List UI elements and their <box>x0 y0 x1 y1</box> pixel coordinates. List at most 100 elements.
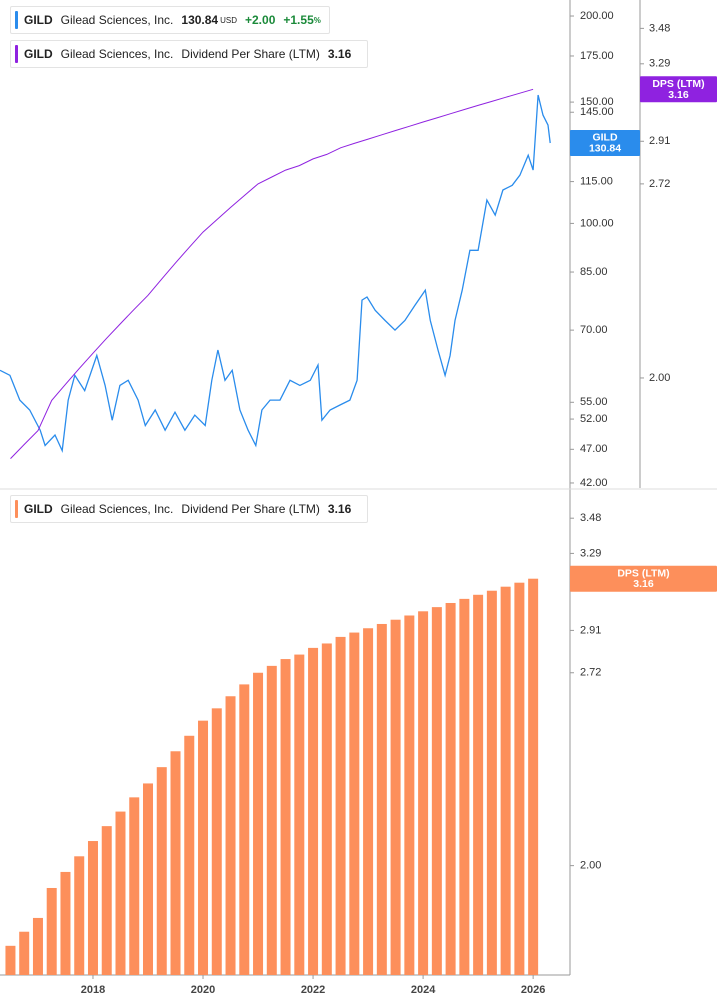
x-tick-label: 2024 <box>411 984 436 996</box>
bar <box>500 586 511 975</box>
legend-symbol: GILD <box>24 13 53 27</box>
bar <box>211 708 222 975</box>
x-tick-label: 2018 <box>81 984 105 996</box>
y-tick-label: 70.00 <box>580 324 608 336</box>
y-tick-label: 42.00 <box>580 477 608 489</box>
bar <box>87 841 98 975</box>
series-line <box>10 88 534 459</box>
series-line <box>0 94 551 453</box>
bar <box>280 659 291 975</box>
last-value: 130.84 <box>589 142 621 154</box>
legend-value: 3.16 <box>327 502 352 516</box>
bar <box>321 643 332 975</box>
legend-symbol: GILD <box>24 502 53 516</box>
y-tick-label: 2.00 <box>649 372 670 384</box>
y-tick-label: 3.48 <box>649 22 670 34</box>
x-tick-label: 2020 <box>191 984 215 996</box>
legend-company: Gilead Sciences, Inc. <box>60 502 174 516</box>
bar <box>32 917 43 975</box>
bar <box>445 602 456 975</box>
y-tick-label: 2.72 <box>649 178 670 190</box>
legend-marker <box>15 500 18 518</box>
bar <box>101 826 112 975</box>
legend-company: Gilead Sciences, Inc. <box>60 13 174 27</box>
bar <box>349 632 360 975</box>
last-value-name: DPS (LTM) <box>652 78 704 90</box>
bar <box>46 887 57 975</box>
legend-change: +2.00 <box>245 13 276 27</box>
bar <box>239 684 250 975</box>
y-tick-label: 2.00 <box>580 860 601 872</box>
y-tick-label: 52.00 <box>580 413 608 425</box>
legend-change-pct: +1.55 <box>283 13 314 27</box>
y-tick-label: 3.29 <box>649 58 670 70</box>
legend-series: Dividend Per Share (LTM) <box>181 47 320 61</box>
bar <box>473 594 484 975</box>
bar <box>390 619 401 975</box>
bar <box>156 767 167 975</box>
y-tick-label: 200.00 <box>580 10 614 22</box>
y-tick-label: 85.00 <box>580 266 608 278</box>
dps-panel <box>5 578 539 975</box>
bar <box>253 672 264 975</box>
x-tick-label: 2022 <box>301 984 325 996</box>
legend-marker <box>15 11 18 29</box>
last-value-name: DPS (LTM) <box>617 567 669 579</box>
legend: GILD Gilead Sciences, Inc. 130.84 USD +2… <box>10 6 330 34</box>
bar <box>363 628 374 975</box>
x-tick-label: 2026 <box>521 984 545 996</box>
y-tick-label: 2.91 <box>649 135 670 147</box>
bar <box>459 598 470 975</box>
bar <box>184 735 195 975</box>
legend: GILD Gilead Sciences, Inc. Dividend Per … <box>10 495 369 523</box>
y-tick-label: 145.00 <box>580 106 614 118</box>
bar <box>308 647 319 975</box>
bar <box>5 945 16 975</box>
bar <box>266 665 277 975</box>
y-tick-label: 115.00 <box>580 176 613 188</box>
price-panel <box>0 88 551 459</box>
last-value-name: GILD <box>592 132 617 144</box>
bar <box>376 623 387 975</box>
y-tick-label: 175.00 <box>580 50 614 62</box>
last-value-box <box>570 565 717 592</box>
bar <box>335 636 346 975</box>
last-value: 3.16 <box>633 578 654 590</box>
bar <box>418 611 429 975</box>
bar <box>143 783 154 975</box>
bar <box>170 751 181 975</box>
bar <box>528 578 539 975</box>
bar <box>129 797 140 975</box>
legend-marker <box>15 45 18 63</box>
y-tick-label: 3.29 <box>580 547 601 559</box>
y-tick-label: 3.48 <box>580 512 601 524</box>
bar <box>198 720 209 975</box>
bar <box>486 590 497 975</box>
legend-price: 130.84 <box>181 13 219 27</box>
bar <box>19 931 30 975</box>
y-tick-label: 100.00 <box>580 217 614 229</box>
bar <box>74 856 85 975</box>
bar <box>514 582 525 975</box>
y-tick-label: 150.00 <box>580 96 614 108</box>
legend-currency: USD <box>220 15 237 25</box>
last-value-box <box>640 76 717 103</box>
bar <box>294 654 305 975</box>
legend-symbol: GILD <box>24 47 53 61</box>
bar <box>225 696 236 975</box>
last-value-box <box>570 129 640 156</box>
y-tick-label: 55.00 <box>580 396 608 408</box>
bar <box>60 871 71 975</box>
legend-value: 3.16 <box>327 47 352 61</box>
y-tick-label: 47.00 <box>580 443 608 455</box>
last-value: 3.16 <box>668 89 689 101</box>
legend-series: Dividend Per Share (LTM) <box>181 502 320 516</box>
legend-company: Gilead Sciences, Inc. <box>60 47 174 61</box>
legend-pct-sign: % <box>313 15 321 25</box>
legend: GILD Gilead Sciences, Inc. Dividend Per … <box>10 40 369 68</box>
bar <box>115 811 126 975</box>
y-tick-label: 2.72 <box>580 667 601 679</box>
bar <box>431 607 442 975</box>
